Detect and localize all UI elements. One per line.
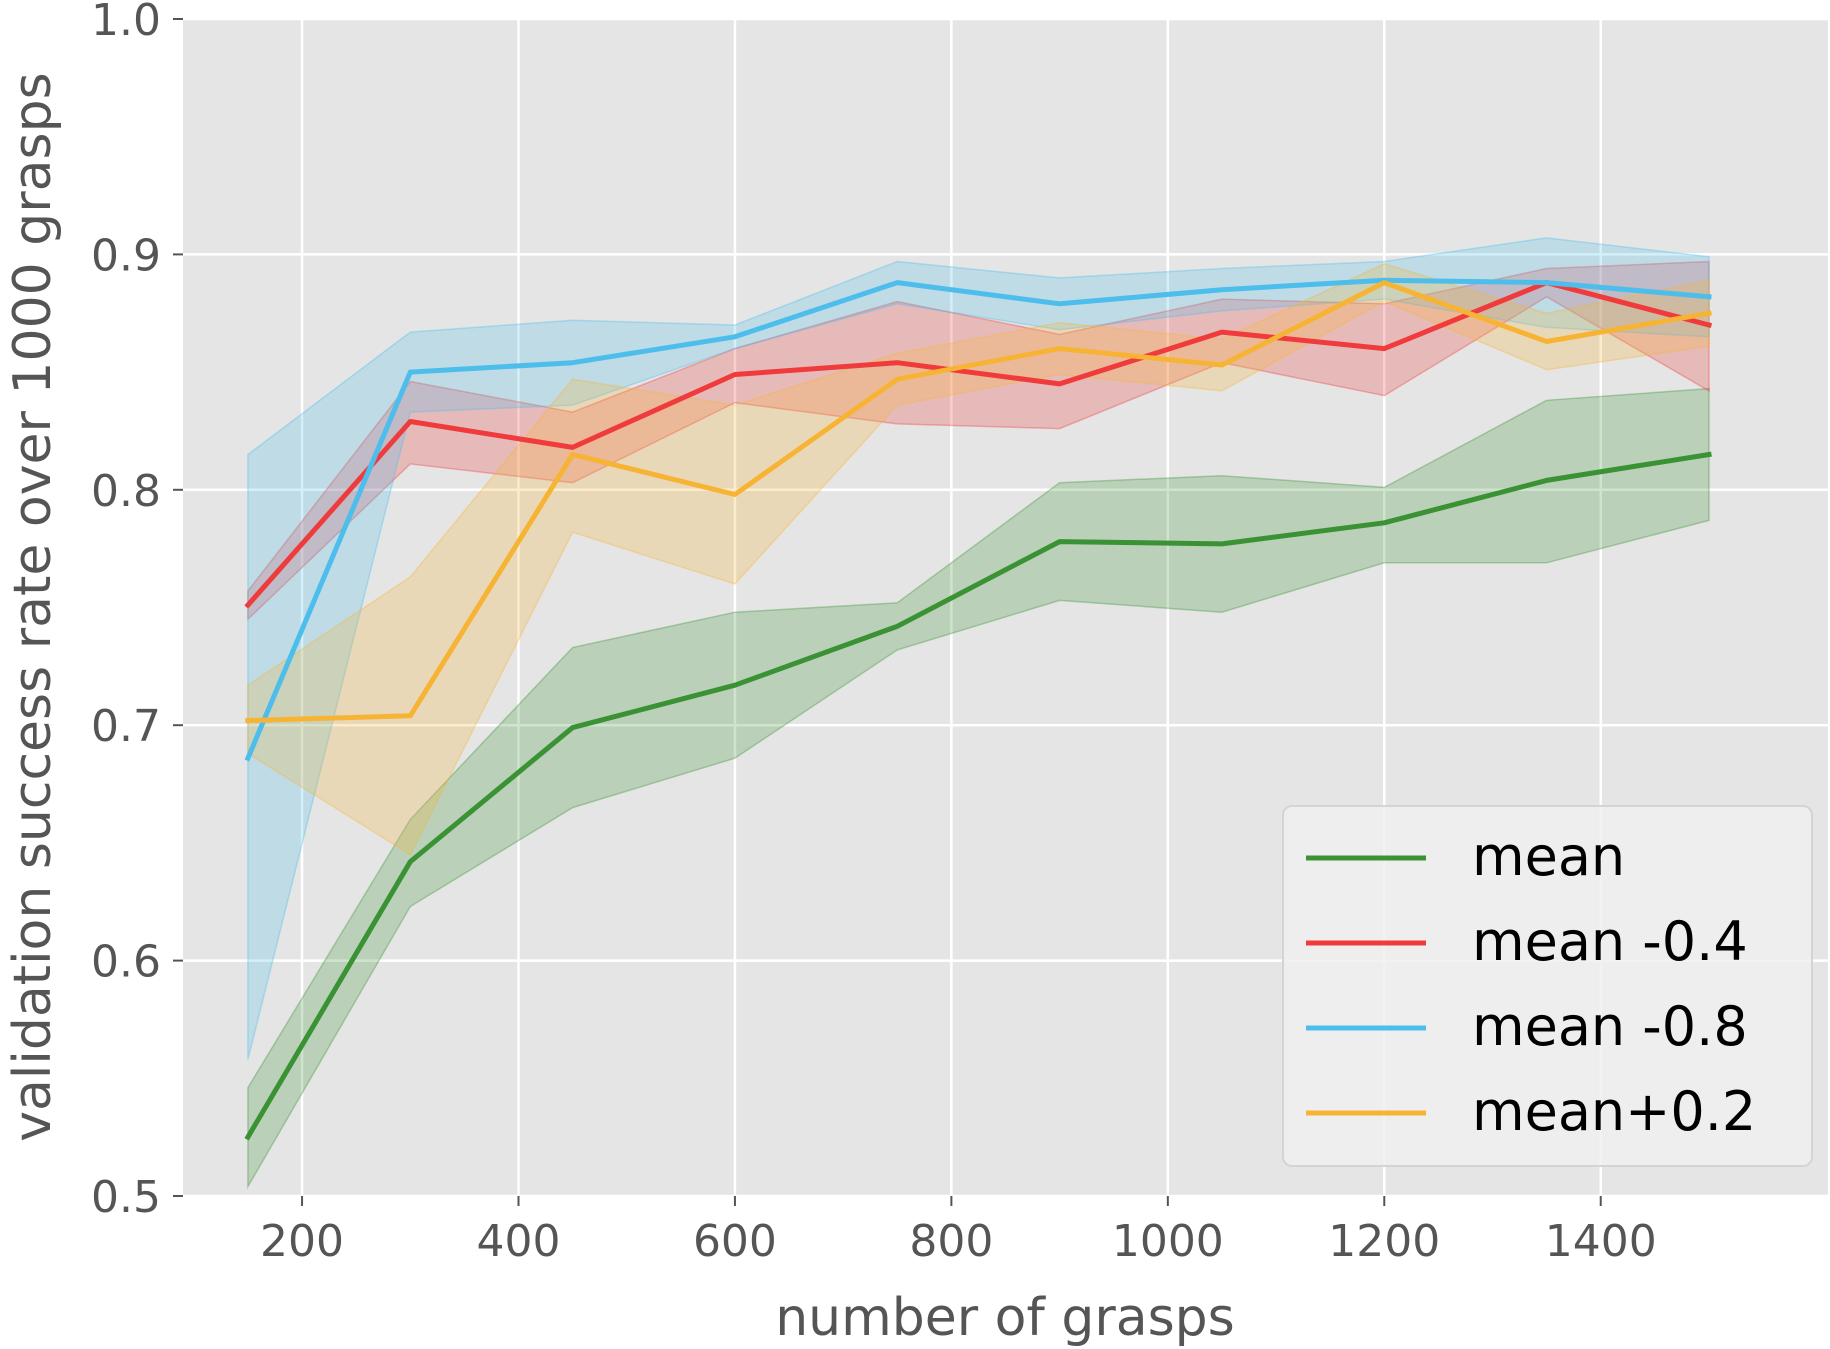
legend-entry-mean-plus-0-2: mean+0.2 (1306, 1080, 1756, 1143)
legend-label-mean: mean (1472, 825, 1625, 888)
x-tick-label: 1400 (1545, 1216, 1657, 1267)
series-lines (244, 277, 1713, 1141)
y-tick-label: 0.6 (91, 937, 161, 988)
band-mean-minus-0-8 (247, 237, 1710, 1060)
series-line-mean-minus-plus-minus-0-2 (245, 280, 1712, 724)
legend: mean mean -0.4 mean -0.8 mean+0.2 (1282, 805, 1813, 1167)
x-axis-label: number of grasps (775, 1288, 1235, 1348)
y-tick-label: 0.7 (91, 701, 161, 752)
series-line-mean-minus-0-4 (244, 280, 1713, 609)
x-tick-label: 800 (909, 1216, 993, 1267)
x-tick-label: 600 (693, 1216, 777, 1267)
x-tick-label: 1000 (1112, 1216, 1224, 1267)
confidence-bands (247, 237, 1710, 1190)
band-mean-minus-plus-minus-0-2 (247, 262, 1710, 856)
grid (183, 17, 1828, 1198)
x-tick-label: 400 (477, 1216, 561, 1267)
x-tick-label: 1200 (1328, 1216, 1440, 1267)
legend-label-mean-plus-0-2: mean+0.2 (1472, 1080, 1756, 1143)
series-line-mean-minus-0-8 (244, 277, 1712, 762)
band-mean (247, 387, 1710, 1190)
series-line-mean (244, 451, 1712, 1141)
axes: 200 400 600 800 1000 1200 1400 0.5 0.6 0.7 0.8 0.9 1… (91, 0, 1657, 1267)
legend-entry-mean-minus-0-4: mean -0.4 (1306, 910, 1748, 973)
legend-entry-mean: mean (1306, 825, 1625, 888)
y-axis-label: validation success rate over 1000 grasps (3, 72, 63, 1141)
y-tick-label: 0.8 (91, 466, 161, 517)
legend-entry-mean-minus-0-8: mean -0.8 (1306, 995, 1748, 1058)
legend-label-mean-minus-0-8: mean -0.8 (1472, 995, 1748, 1058)
y-tick-label: 0.9 (91, 230, 161, 281)
band-mean-minus-0-4 (247, 260, 1710, 622)
y-tick-label: 0.5 (91, 1172, 161, 1223)
legend-box (1282, 805, 1813, 1167)
x-tick-label: 200 (260, 1216, 344, 1267)
legend-label-mean-minus-0-4: mean -0.4 (1472, 910, 1748, 973)
y-tick-label: 1.0 (91, 0, 161, 46)
